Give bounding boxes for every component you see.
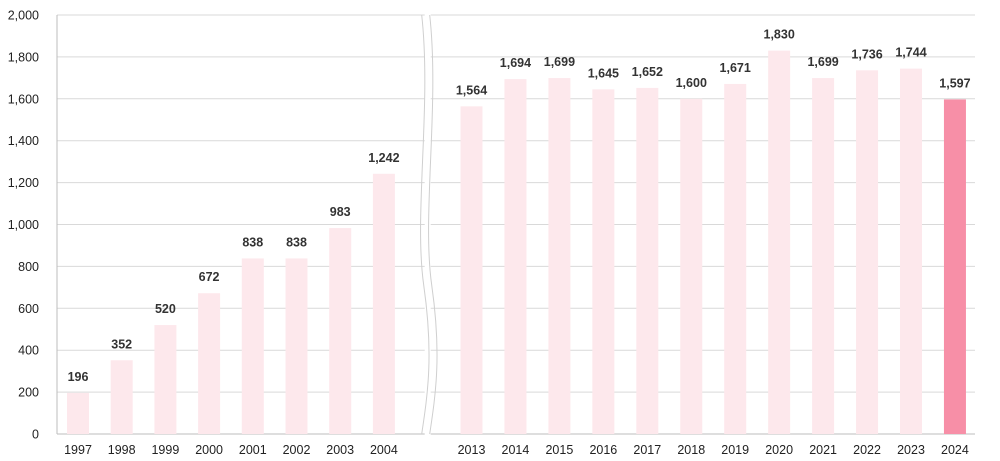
value-label-2016: 1,645: [588, 66, 619, 80]
bar-2021: [812, 78, 835, 434]
x-tick-label-1997: 1997: [64, 443, 92, 457]
x-tick-label-2021: 2021: [809, 443, 837, 457]
y-tick-label: 600: [18, 302, 39, 316]
axis-break-line: [428, 14, 438, 435]
bar-2016: [592, 89, 615, 434]
value-label-2004: 1,242: [368, 151, 399, 165]
y-tick-label: 400: [18, 344, 39, 358]
value-label-2013: 1,564: [456, 83, 487, 97]
y-tick-label: 2,000: [8, 9, 39, 23]
value-labels: 196 352 520 672 838 838 983 1,242 1,564 1,694 1,69…: [68, 28, 971, 384]
value-label-2024: 1,597: [939, 76, 970, 90]
value-label-2002: 838: [286, 235, 307, 249]
x-tick-label-2022: 2022: [853, 443, 881, 457]
value-label-2020: 1,830: [764, 28, 795, 42]
x-tick-label-2002: 2002: [283, 443, 311, 457]
bar-2023: [900, 68, 922, 434]
x-tick-label-2014: 2014: [502, 443, 530, 457]
y-tick-label: 1,000: [8, 218, 39, 232]
value-label-2019: 1,671: [720, 61, 751, 75]
x-tick-label-2004: 2004: [370, 443, 398, 457]
value-label-2018: 1,600: [676, 76, 707, 90]
bar-2017: [636, 87, 659, 434]
x-tick-label-2000: 2000: [195, 443, 223, 457]
value-label-2023: 1,744: [895, 46, 926, 60]
bar-2020: [768, 50, 791, 435]
x-tick-label-2015: 2015: [545, 443, 573, 457]
x-tick-label-1999: 1999: [151, 443, 179, 457]
y-tick-label: 200: [18, 386, 39, 400]
x-tick-label-2018: 2018: [677, 443, 705, 457]
y-tick-label: 1,400: [8, 134, 39, 148]
axis-break-line: [420, 14, 430, 435]
y-tick-label: 1,600: [8, 92, 39, 106]
y-tick-label: 1,200: [8, 176, 39, 190]
axis-break-gap: [424, 14, 431, 435]
value-label-1999: 520: [155, 302, 176, 316]
axis-break: [420, 14, 438, 435]
x-tick-label-2019: 2019: [721, 443, 749, 457]
x-tick-label-2023: 2023: [897, 443, 925, 457]
bar-2002: [285, 258, 308, 434]
value-label-2001: 838: [242, 235, 263, 249]
value-label-1998: 352: [111, 337, 132, 351]
x-tick-label-2001: 2001: [239, 443, 267, 457]
value-label-2021: 1,699: [807, 55, 838, 69]
bar-1999: [154, 325, 177, 434]
x-tick-label-1998: 1998: [108, 443, 136, 457]
value-label-1997: 196: [68, 370, 89, 384]
bar-2001: [241, 258, 264, 434]
bar-2019: [724, 83, 747, 434]
bar-2004: [372, 173, 395, 434]
y-axis-ticks: 0 200 400 600 800 1,000 1,200 1,400 1,600 1,800 2,…: [8, 9, 39, 442]
value-label-2003: 983: [330, 205, 351, 219]
x-tick-label-2003: 2003: [326, 443, 354, 457]
bars: [67, 50, 966, 435]
bar-2022: [856, 70, 879, 435]
value-label-2017: 1,652: [632, 65, 663, 79]
bar-1998: [110, 360, 133, 434]
x-tick-label-2016: 2016: [589, 443, 617, 457]
x-tick-label-2020: 2020: [765, 443, 793, 457]
y-tick-label: 1,800: [8, 50, 39, 64]
bar-2014: [504, 79, 527, 435]
bar-2015: [548, 78, 571, 434]
value-label-2015: 1,699: [544, 55, 575, 69]
x-tick-label-2017: 2017: [633, 443, 661, 457]
bar-2003: [329, 228, 352, 434]
y-tick-label: 800: [18, 260, 39, 274]
bar-2024: [943, 99, 966, 434]
bar-2018: [680, 98, 703, 435]
bar-2013: [460, 106, 483, 434]
y-tick-label: 0: [32, 428, 39, 442]
bar-2000: [198, 293, 221, 434]
value-label-2000: 672: [199, 270, 220, 284]
value-label-2022: 1,736: [851, 47, 882, 61]
value-label-2014: 1,694: [500, 56, 531, 70]
x-tick-label-2024: 2024: [941, 443, 969, 457]
bar-1997: [67, 392, 89, 434]
x-axis-ticks: 1997 1998 1999 2000 2001 2002 2003 2004 2013 2014…: [64, 443, 969, 457]
x-tick-label-2013: 2013: [458, 443, 486, 457]
